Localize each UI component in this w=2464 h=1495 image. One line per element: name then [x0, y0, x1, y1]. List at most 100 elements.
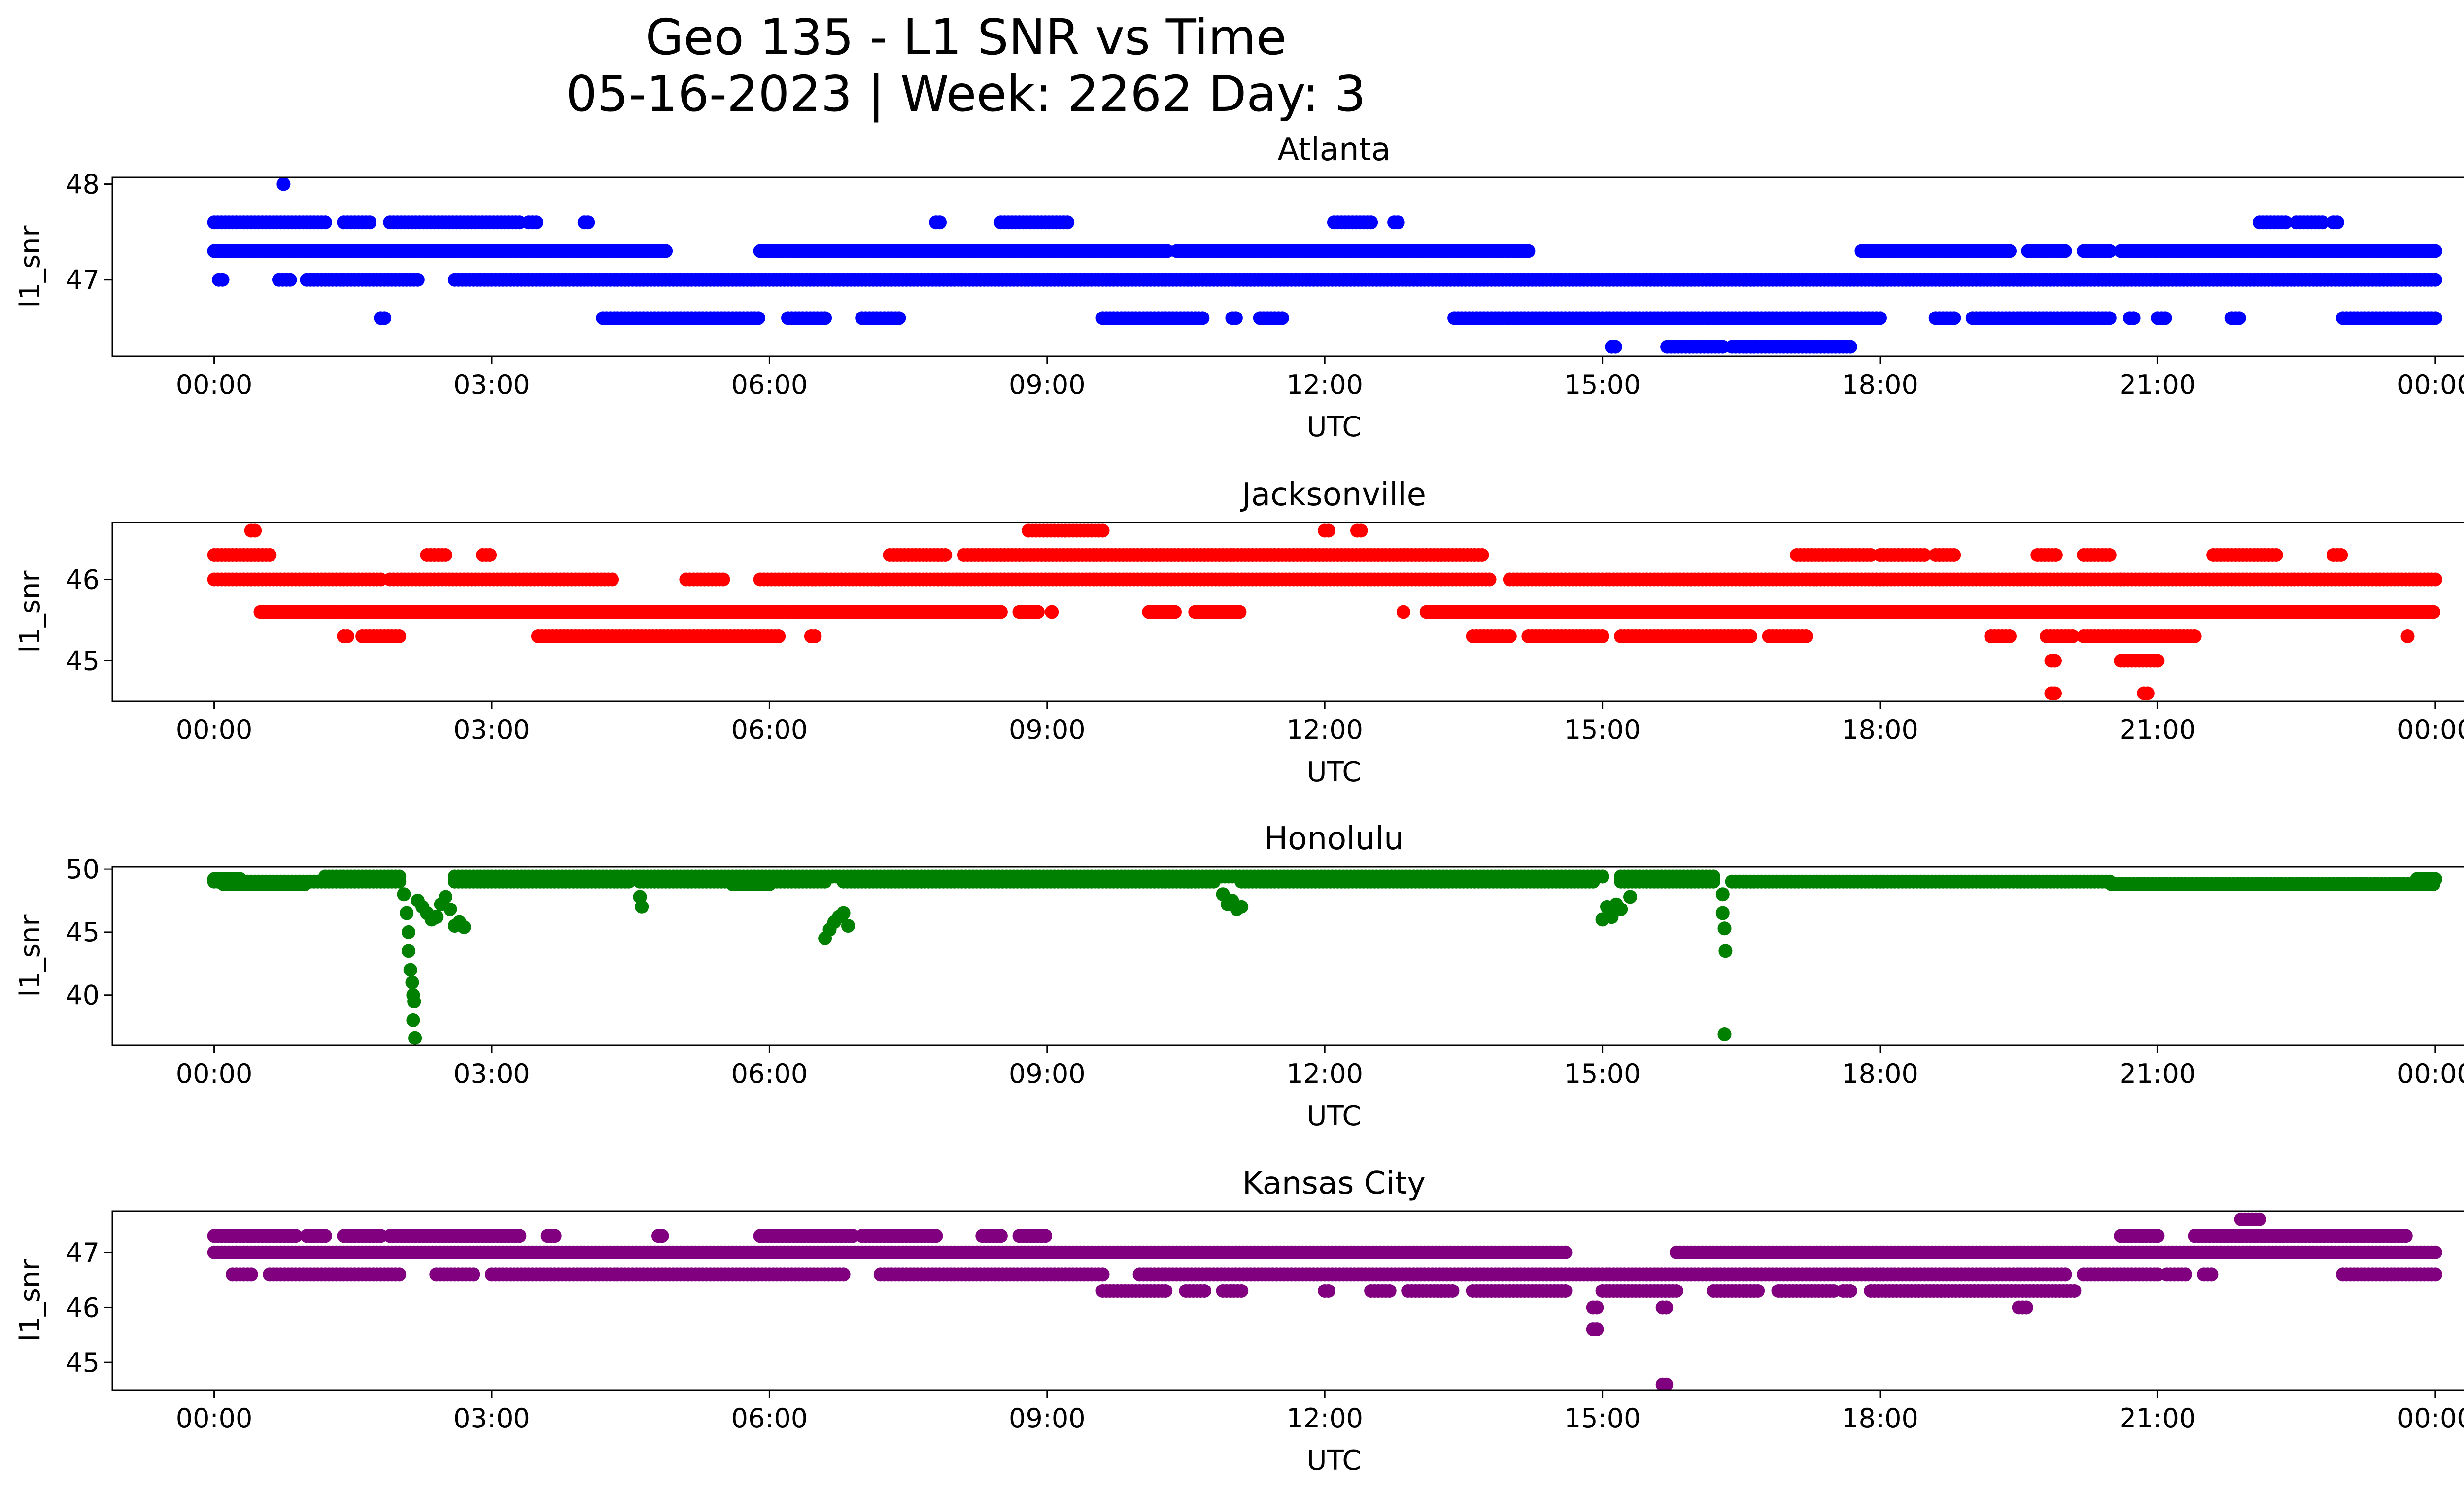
x-tick-label: 06:00: [731, 369, 808, 400]
x-tick-label: 09:00: [1009, 1058, 1086, 1089]
subplot-jacksonville: Jacksonville UTC l1_snr 00:00 03:00 06:00 0…: [14, 477, 2464, 788]
data-point: [406, 1013, 420, 1027]
data-point: [1482, 572, 1497, 587]
data-point: [1354, 523, 1368, 538]
x-tick-label: 21:00: [2120, 714, 2196, 745]
data-point: [233, 872, 247, 886]
x-tick-label: 00:00: [2397, 714, 2464, 745]
data-point: [405, 975, 419, 990]
subplot-kansas-city: Kansas City UTC l1_snr 00:00 03:00 06:00 09…: [14, 1165, 2464, 1477]
axes-background: [112, 867, 2464, 1045]
data-point: [1391, 215, 1405, 230]
y-tick-label: 45: [66, 646, 100, 677]
data-point: [1232, 605, 1247, 619]
data-point: [2428, 572, 2442, 587]
data-point: [993, 605, 1008, 619]
x-tick-label: 09:00: [1009, 369, 1086, 400]
data-point: [466, 1267, 480, 1282]
data-point: [1718, 944, 1733, 958]
x-tick-label: 06:00: [731, 714, 808, 745]
x-tick-label: 18:00: [1842, 714, 1918, 745]
data-points: [207, 1212, 2442, 1391]
data-point: [1196, 311, 1210, 325]
data-point: [377, 311, 392, 325]
data-point: [439, 890, 453, 904]
data-point: [2232, 311, 2246, 325]
data-point: [2140, 686, 2155, 700]
data-point: [2058, 244, 2072, 258]
data-point: [392, 629, 407, 643]
data-point: [2158, 311, 2172, 325]
data-point: [1168, 605, 1182, 619]
data-point: [818, 311, 832, 325]
data-point: [2428, 273, 2442, 287]
data-point: [1031, 605, 1045, 619]
x-tick-label: 12:00: [1286, 369, 1363, 400]
data-point: [1623, 890, 1637, 904]
data-point: [1947, 311, 1961, 325]
x-tick-label: 12:00: [1286, 1058, 1363, 1089]
data-point: [402, 944, 415, 958]
x-tick-label: 00:00: [2397, 1058, 2464, 1089]
data-point: [1595, 869, 1609, 884]
data-point: [2049, 548, 2063, 562]
x-axis-label: UTC: [1306, 1100, 1361, 1132]
data-point: [2048, 654, 2062, 668]
subplot-honolulu: Honolulu UTC l1_snr 00:00 03:00 06:00 09:00…: [14, 821, 2464, 1132]
x-tick-label: 03:00: [453, 714, 530, 745]
data-point: [429, 910, 444, 924]
data-point: [2151, 654, 2165, 668]
subplot-atlanta: Atlanta UTC l1_snr 00:00 03:00 06:00 09:00 1…: [14, 132, 2464, 443]
y-axis-label: l1_snr: [14, 225, 46, 308]
data-point: [1095, 523, 1110, 538]
axes-frame: [111, 866, 2464, 1046]
data-point: [659, 244, 673, 258]
data-point: [892, 311, 906, 325]
axes-frame: [111, 176, 2464, 357]
data-point: [836, 906, 851, 920]
data-point: [402, 925, 415, 939]
x-tick-label: 18:00: [1842, 369, 1918, 400]
data-point: [808, 629, 822, 643]
data-point: [2427, 605, 2441, 619]
subplot-title: Honolulu: [1264, 821, 1404, 857]
data-point: [2003, 629, 2017, 643]
data-point: [263, 548, 277, 562]
y-tick-label: 45: [66, 917, 100, 948]
data-point: [483, 548, 497, 562]
axes-background: [112, 177, 2464, 356]
data-point: [1707, 869, 1720, 884]
data-point: [248, 523, 262, 538]
data-point: [407, 994, 421, 1008]
data-point: [1605, 910, 1619, 924]
data-point: [1558, 1245, 1573, 1259]
data-point: [1799, 629, 1813, 643]
data-point: [836, 1267, 851, 1282]
data-point: [933, 215, 947, 230]
data-point: [411, 273, 425, 287]
y-tick-label: 46: [66, 564, 100, 595]
x-tick-label: 00:00: [2397, 369, 2464, 400]
x-tick-label: 21:00: [2120, 1058, 2196, 1089]
data-point: [2330, 215, 2344, 230]
figure-title-line-2: 05-16-2023 | Week: 2262 Day: 3: [566, 65, 1366, 123]
y-tick-label: 40: [66, 980, 100, 1011]
data-point: [1873, 311, 1887, 325]
y-tick-label: 48: [66, 169, 100, 200]
data-point: [2315, 215, 2329, 230]
data-point: [2278, 215, 2293, 230]
data-point: [1045, 605, 1059, 619]
data-point: [841, 919, 855, 933]
data-point: [2048, 686, 2062, 700]
data-point: [605, 572, 619, 587]
data-point: [1234, 900, 1249, 914]
data-point: [2102, 244, 2117, 258]
x-tick-label: 00:00: [176, 714, 253, 745]
data-point: [2334, 548, 2348, 562]
data-points: [207, 177, 2442, 354]
data-point: [1715, 887, 1730, 902]
data-point: [1521, 244, 1536, 258]
data-point: [581, 215, 595, 230]
data-point: [392, 1267, 407, 1282]
data-point: [1503, 629, 1517, 643]
